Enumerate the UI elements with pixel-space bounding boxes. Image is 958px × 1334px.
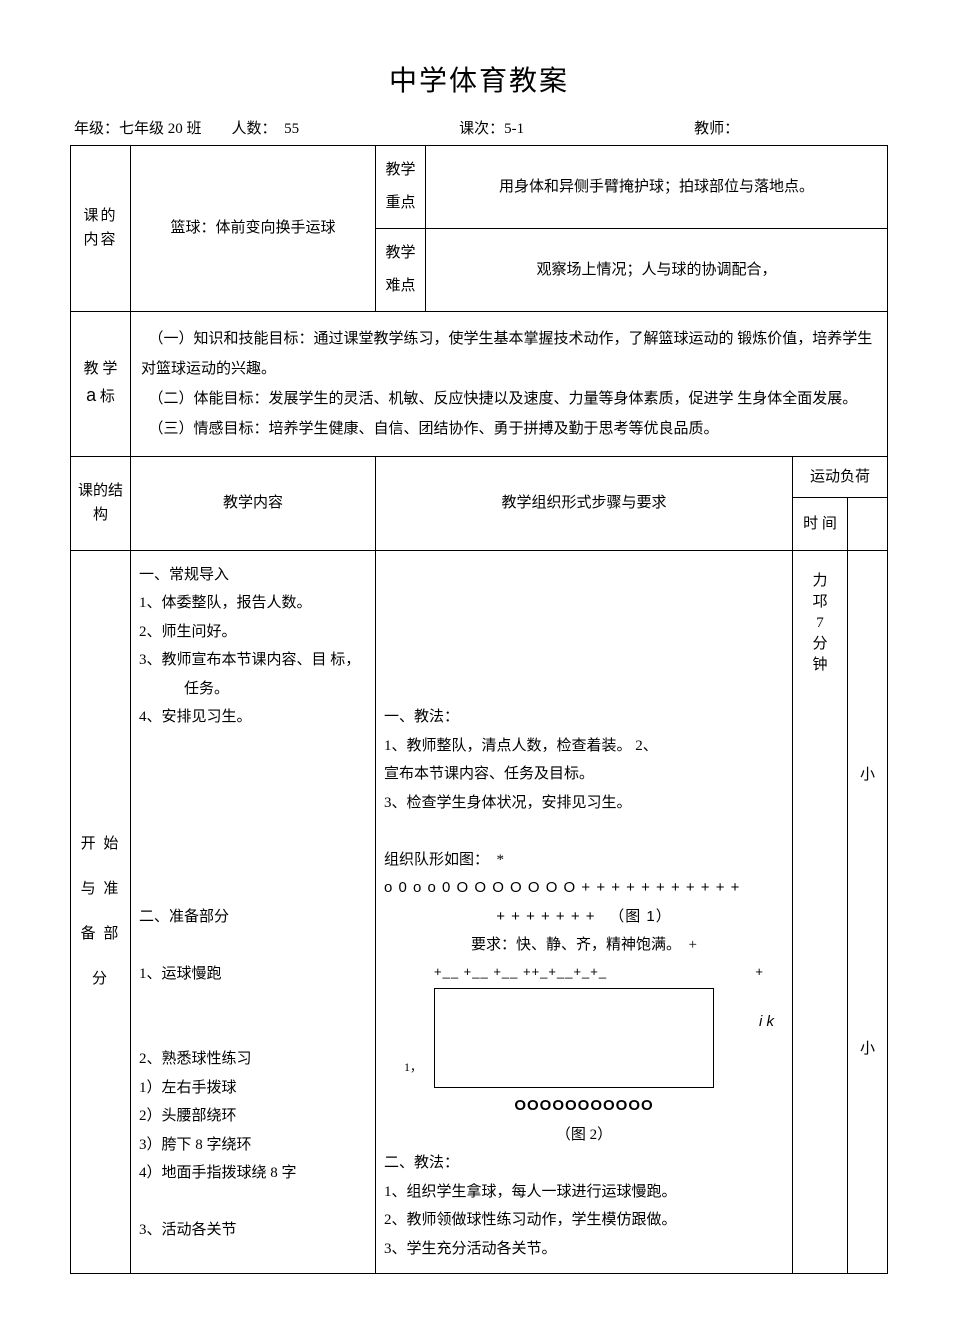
section-1-content: 一、常规导入 1、体委整队，报告人数。 2、师生问好。 3、教师宣布本节课内容、…	[131, 550, 376, 1274]
content-label-cell: 课的内容	[71, 145, 131, 311]
requirement-text: 要求：快、静、齐，精神饱满。 +	[384, 931, 784, 960]
section-1-method: 一、教法： 1、教师整队，清点人数，检查着装。 2、 宣布本节课内容、任务及目标…	[376, 550, 793, 1274]
obj-label-1: 教 学	[77, 357, 124, 381]
lesson-plan-table: 课的内容 篮球：体前变向换手运球 教学重点 用身体和异侧手臂掩护球；拍球部位与落…	[70, 145, 888, 1275]
focus-label: 教学重点	[376, 145, 426, 228]
ik-label: i k	[759, 1008, 774, 1037]
teacher-label: 教师：	[694, 117, 739, 141]
difficulty-content: 观察场上情况；人与球的协调配合，	[426, 228, 888, 311]
figure-box	[434, 988, 714, 1088]
load-header: 运动负荷	[792, 456, 887, 497]
structure-header-row: 课的结构 教学内容 教学组织形式步骤与要求 运动负荷	[71, 456, 888, 497]
time-value: 力邛7分钟	[812, 571, 827, 676]
session-label: 课次：5-1	[459, 117, 524, 141]
method-text-1: 一、教法： 1、教师整队，清点人数，检查着装。 2、 宣布本节课内容、任务及目标…	[384, 561, 784, 875]
obj-label-2: a 标	[77, 381, 124, 410]
formation-symbols-2: + + + + + + + （图 1）	[384, 903, 784, 932]
page-title: 中学体育教案	[70, 60, 888, 105]
teaching-content-header: 教学内容	[131, 456, 376, 550]
objectives-row: 教 学 a 标 （一）知识和技能目标：通过课堂教学练习，使学生基本掌握技术动作，…	[71, 311, 888, 456]
section-1-intensity: 小 小	[847, 550, 887, 1274]
method-text-2: 二、教法： 1、组织学生拿球，每人一球进行运球慢跑。 2、教师领做球性练习动作，…	[384, 1149, 784, 1263]
method-header: 教学组织形式步骤与要求	[376, 456, 793, 550]
ooo-symbols: OOOOOOOOOOO	[384, 1092, 784, 1121]
intensity-2: 小	[860, 1037, 875, 1061]
intensity-1: 小	[860, 763, 875, 787]
count-label: 人数： 55	[232, 117, 300, 141]
structure-col-header: 课的结构	[71, 456, 131, 550]
lesson-content: 篮球：体前变向换手运球	[131, 145, 376, 311]
formation-symbols-1: o 0 o o 0 O O O O O O O + + + + + + + + …	[384, 874, 784, 903]
objectives-text: （一）知识和技能目标：通过课堂教学练习，使学生基本掌握技术动作，了解篮球运动的 …	[131, 311, 888, 456]
quote-label: 1，	[404, 1056, 422, 1079]
section-1-time: 力邛7分钟	[792, 550, 847, 1274]
objectives-label: 教 学 a 标	[71, 311, 131, 456]
time-header: 时 间	[792, 497, 847, 550]
content-row: 课的内容 篮球：体前变向换手运球 教学重点 用身体和异侧手臂掩护球；拍球部位与落…	[71, 145, 888, 228]
intensity-header	[847, 497, 887, 550]
section-1-row: 开 始与 准备 部分 一、常规导入 1、体委整队，报告人数。 2、师生问好。 3…	[71, 550, 888, 1274]
focus-content: 用身体和异侧手臂掩护球；拍球部位与落地点。	[426, 145, 888, 228]
figure-2-label: （图 2）	[384, 1121, 784, 1150]
meta-row: 年级：七年级 20 班 人数： 55 课次：5-1 教师：	[70, 117, 888, 141]
grade-label: 年级：七年级 20 班	[74, 117, 202, 141]
difficulty-label: 教学难点	[376, 228, 426, 311]
content-label: 课的内容	[73, 204, 128, 252]
section-1-label: 开 始与 准备 部分	[71, 550, 131, 1274]
symbols-3: +__ +__ +__ ++_+__+_+_ +	[384, 960, 784, 985]
